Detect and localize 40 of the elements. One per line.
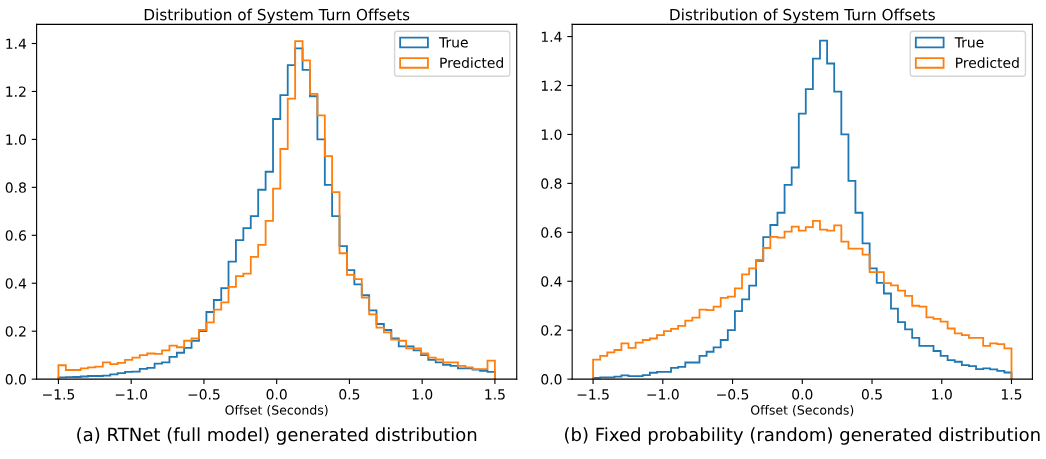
legend-label: True xyxy=(438,37,468,48)
x-axis-title: Offset (Seconds) xyxy=(225,405,328,417)
y-tick-label: 1.2 xyxy=(6,86,26,97)
x-tick-label: 0.5 xyxy=(339,389,360,400)
y-tick-label: 0.0 xyxy=(541,374,562,385)
y-tick-label: 1.2 xyxy=(541,80,562,91)
y-tick-label: 1.0 xyxy=(541,129,562,140)
x-tick-label: −0.5 xyxy=(188,389,220,400)
chart-title: Distribution of System Turn Offsets xyxy=(670,8,935,24)
y-tick-label: 0.6 xyxy=(5,230,27,241)
legend-label: True xyxy=(954,37,984,48)
legend-label: Predicted xyxy=(956,57,1019,68)
x-tick-label: 0.0 xyxy=(792,389,813,400)
y-tick-label: 1.4 xyxy=(6,38,27,49)
y-tick-label: 0.8 xyxy=(541,178,562,189)
text: (a) RTNet (full model) generated distribution xyxy=(77,427,477,445)
x-tick-label: 1.5 xyxy=(1001,389,1022,400)
x-tick-label: −0.5 xyxy=(717,389,749,400)
chart-title: Distribution of System Turn Offsets xyxy=(144,8,410,24)
x-tick-label: 1.0 xyxy=(412,389,433,400)
legend-label: Predicted xyxy=(440,57,503,68)
y-tick-label: 0.0 xyxy=(5,374,26,385)
x-tick-label: −1.0 xyxy=(647,389,679,400)
x-tick-label: −1.0 xyxy=(115,389,148,400)
y-tick-label: 0.6 xyxy=(541,227,562,238)
x-tick-label: −1.5 xyxy=(43,389,75,400)
x-axis-title: Offset (Seconds) xyxy=(750,405,854,417)
y-tick-label: 0.4 xyxy=(541,276,562,287)
y-tick-label: 0.2 xyxy=(5,326,26,337)
x-tick-label: −1.5 xyxy=(577,389,609,400)
text: (b) Fixed probability (random) generated distribution xyxy=(565,427,1040,445)
y-tick-label: 1.4 xyxy=(541,31,562,42)
y-tick-label: 1.0 xyxy=(6,134,26,145)
x-tick-label: 1.0 xyxy=(932,389,952,400)
x-tick-label: 1.5 xyxy=(485,389,505,400)
y-tick-label: 0.2 xyxy=(541,325,562,336)
y-tick-label: 0.8 xyxy=(5,182,26,193)
y-tick-label: 0.4 xyxy=(5,278,27,289)
x-tick-label: 0.0 xyxy=(266,389,287,400)
x-tick-label: 0.5 xyxy=(861,389,882,400)
